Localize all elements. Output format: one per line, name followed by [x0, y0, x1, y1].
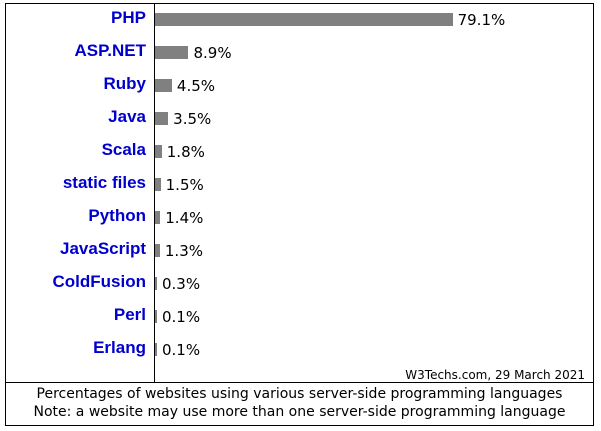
bar-chart: PHP 79.1% ASP.NET 8.9% Ruby 4.5% Java 3.5% Scala…	[6, 4, 593, 382]
category-link-static-files[interactable]: static files	[62, 173, 146, 192]
value-label-ruby: 4.5%	[176, 77, 216, 95]
bar-static-files	[155, 178, 161, 191]
value-label-coldfusion: 0.3%	[162, 275, 201, 293]
bar-php	[155, 13, 453, 26]
bar-scala	[155, 145, 162, 158]
value-label-perl: 0.1%	[162, 308, 201, 326]
bar-coldfusion	[155, 277, 157, 290]
bar-java	[155, 112, 169, 125]
value-label-javascript: 1.3%	[164, 242, 203, 260]
value-label-erlang: 0.1%	[162, 341, 201, 359]
bar-javascript	[155, 244, 160, 257]
bar-ruby	[155, 79, 172, 92]
value-label-scala: 1.8%	[166, 143, 205, 161]
chart-frame: PHP 79.1% ASP.NET 8.9% Ruby 4.5% Java 3.5% Scala…	[5, 3, 594, 426]
value-label-php: 79.1%	[457, 11, 506, 29]
category-link-perl[interactable]: Perl	[113, 305, 146, 324]
category-link-ruby[interactable]: Ruby	[103, 74, 147, 93]
category-link-php[interactable]: PHP	[111, 8, 146, 27]
category-link-erlang[interactable]: Erlang	[93, 338, 146, 357]
category-link-javascript[interactable]: JavaScript	[60, 239, 146, 258]
category-link-asp-net[interactable]: ASP.NET	[74, 41, 147, 60]
chart-caption: Percentages of websites using various se…	[6, 385, 593, 421]
caption-divider	[6, 382, 593, 383]
caption-line-2: Note: a website may use more than one se…	[33, 404, 566, 420]
bar-python	[155, 211, 161, 224]
value-label-static-files: 1.5%	[165, 176, 204, 194]
bar-erlang	[155, 343, 157, 356]
category-link-scala[interactable]: Scala	[101, 140, 146, 159]
caption-line-1: Percentages of websites using various se…	[36, 386, 563, 402]
category-link-python[interactable]: Python	[88, 206, 146, 225]
bar-perl	[155, 310, 157, 323]
category-link-coldfusion[interactable]: ColdFusion	[52, 272, 146, 291]
category-link-java[interactable]: Java	[108, 107, 146, 126]
source-credit: W3Techs.com, 29 March 2021	[405, 368, 585, 382]
bar-asp-net	[155, 46, 189, 59]
value-label-java: 3.5%	[173, 110, 212, 128]
value-label-asp-net: 8.9%	[193, 44, 232, 62]
y-axis-line	[154, 4, 155, 382]
value-label-python: 1.4%	[165, 209, 204, 227]
